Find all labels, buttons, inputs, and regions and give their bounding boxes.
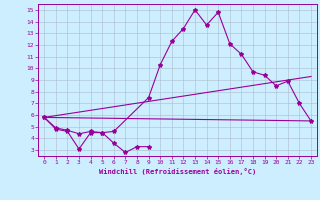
X-axis label: Windchill (Refroidissement éolien,°C): Windchill (Refroidissement éolien,°C): [99, 168, 256, 175]
